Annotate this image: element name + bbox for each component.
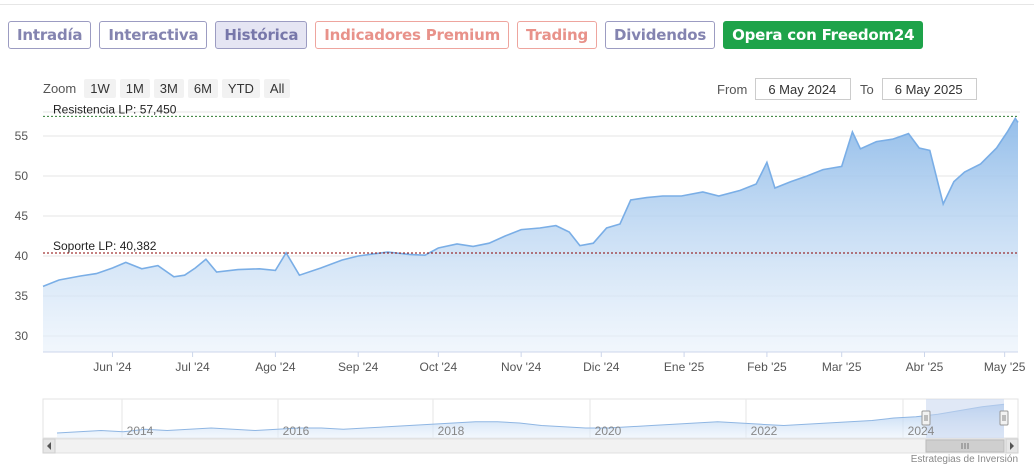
x-tick-label: Ene '25 <box>664 360 705 374</box>
tab-historica[interactable]: Histórica <box>215 21 308 49</box>
tab-interactiva[interactable]: Interactiva <box>99 21 208 49</box>
tab-bar: Intradía Interactiva Histórica Indicador… <box>8 21 924 49</box>
navigator-year-label: 2022 <box>751 424 778 438</box>
x-tick-label: Ago '24 <box>255 360 296 374</box>
zoom-label: Zoom <box>43 80 77 96</box>
x-tick-label: Sep '24 <box>338 360 379 374</box>
zoom-1w-button[interactable]: 1W <box>84 78 116 98</box>
range-to: To 6 May 2025 <box>860 78 977 100</box>
arrow-left-icon <box>47 442 51 450</box>
x-tick-label: Feb '25 <box>747 360 787 374</box>
zoom-all-button[interactable]: All <box>263 78 291 98</box>
to-date-input[interactable]: 6 May 2025 <box>881 78 977 100</box>
zoom-ytd-button[interactable]: YTD <box>221 78 260 98</box>
zoom-controls: Zoom 1W 1M 3M 6M YTD All <box>43 78 291 98</box>
tab-indicadores-premium[interactable]: Indicadores Premium <box>315 21 510 49</box>
to-label: To <box>860 81 874 97</box>
from-date-input[interactable]: 6 May 2024 <box>755 78 852 100</box>
navigator-year-label: 2018 <box>438 424 465 438</box>
resistance-label: Resistencia LP: 57,450 <box>53 102 177 116</box>
arrow-right-icon <box>1010 442 1014 450</box>
navigator-left-handle[interactable] <box>921 410 931 426</box>
x-tick-label: Dic '24 <box>583 360 620 374</box>
price-line <box>42 116 1019 288</box>
y-axis: 30 35 40 45 50 55 <box>15 129 29 343</box>
y-tick-label: 40 <box>15 249 29 263</box>
x-tick-label: May '25 <box>984 360 1026 374</box>
navigator-right-handle[interactable] <box>999 410 1009 426</box>
opera-freedom24-button[interactable]: Opera con Freedom24 <box>723 21 924 49</box>
chart-credit: Estrategias de Inversión <box>910 454 1018 465</box>
navigator-year-label: 2014 <box>127 424 154 438</box>
top-divider <box>0 4 1034 5</box>
from-label: From <box>717 81 748 97</box>
y-tick-label: 30 <box>15 329 29 343</box>
scrollbar-track[interactable] <box>42 438 1019 454</box>
range-from: From 6 May 2024 <box>717 78 852 100</box>
x-tick-label: Nov '24 <box>501 360 542 374</box>
x-tick-label: Jun '24 <box>93 360 132 374</box>
y-tick-label: 35 <box>15 289 29 303</box>
x-tick-label: Abr '25 <box>906 360 944 374</box>
navigator-selection[interactable] <box>926 399 1004 438</box>
y-tick-label: 50 <box>15 169 29 183</box>
navigator-line <box>56 403 1005 434</box>
navigator-year-label: 2024 <box>908 424 935 438</box>
zoom-3m-button[interactable]: 3M <box>153 78 184 98</box>
annotations: Resistencia LP: 57,450 Soporte LP: 40,382 <box>43 102 1018 254</box>
zoom-1m-button[interactable]: 1M <box>119 78 150 98</box>
navigator-area <box>57 404 1004 438</box>
tab-trading[interactable]: Trading <box>517 21 598 49</box>
navigator-year-label: 2020 <box>595 424 622 438</box>
zoom-6m-button[interactable]: 6M <box>187 78 218 98</box>
x-tick-label: Oct '24 <box>420 360 458 374</box>
navigator-year-label: 2016 <box>283 424 310 438</box>
x-tick-label: Jul '24 <box>175 360 210 374</box>
y-tick-label: 45 <box>15 209 29 223</box>
navigator-labels: 2014 2016 2018 2020 2022 2024 <box>127 424 935 438</box>
tab-intradia[interactable]: Intradía <box>8 21 92 49</box>
x-axis: Jun '24 Jul '24 Ago '24 Sep '24 Oct '24 Nov '… <box>43 351 1026 374</box>
y-tick-label: 55 <box>15 129 29 143</box>
tab-dividendos[interactable]: Dividendos <box>605 21 716 49</box>
support-label: Soporte LP: 40,382 <box>53 239 157 253</box>
price-area <box>43 118 1018 353</box>
x-tick-label: Mar '25 <box>822 360 862 374</box>
